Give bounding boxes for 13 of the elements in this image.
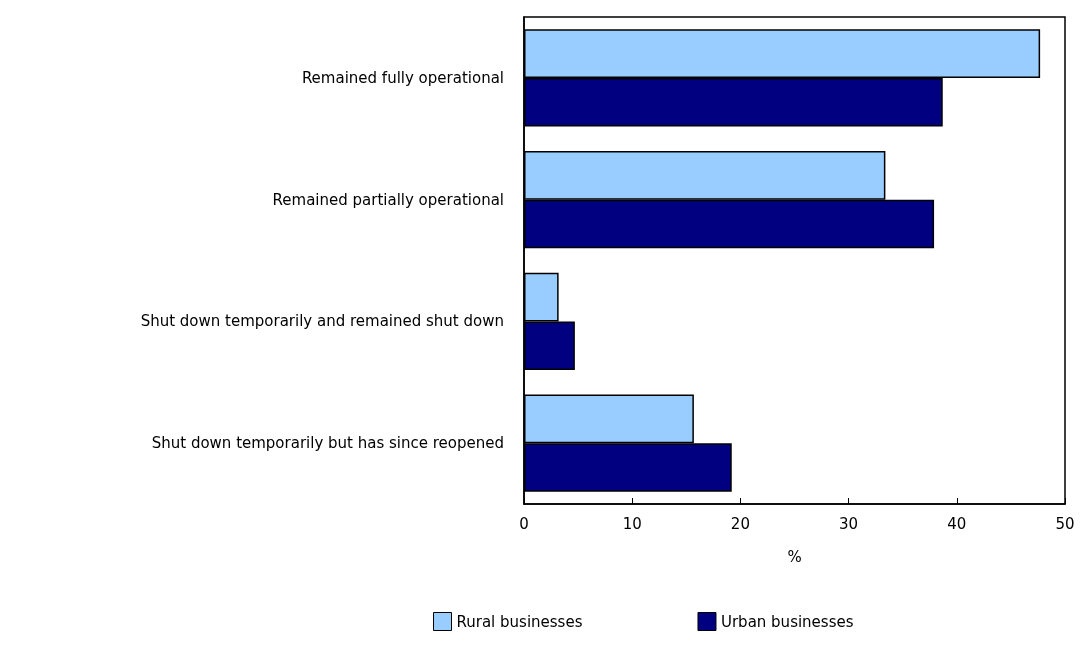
y-tick-label: Shut down temporarily but has since reopened	[151, 434, 504, 453]
y-tick-label: Remained partially operational	[272, 190, 504, 209]
legend-label: Rural businesses	[456, 612, 583, 631]
x-tick-label: 30	[839, 514, 859, 533]
x-tick-label: 20	[730, 514, 750, 533]
x-tick-label: 40	[947, 514, 967, 533]
y-tick-label: Shut down temporarily and remained shut down	[140, 312, 504, 331]
x-tick-label: 10	[622, 514, 642, 533]
legend-label: Urban businesses	[720, 612, 854, 631]
x-tick-label: 50	[1055, 514, 1075, 533]
y-tick-label: Remained fully operational	[301, 68, 504, 87]
x-tick-label: 0	[519, 514, 529, 533]
x-axis-title: %	[787, 547, 802, 566]
